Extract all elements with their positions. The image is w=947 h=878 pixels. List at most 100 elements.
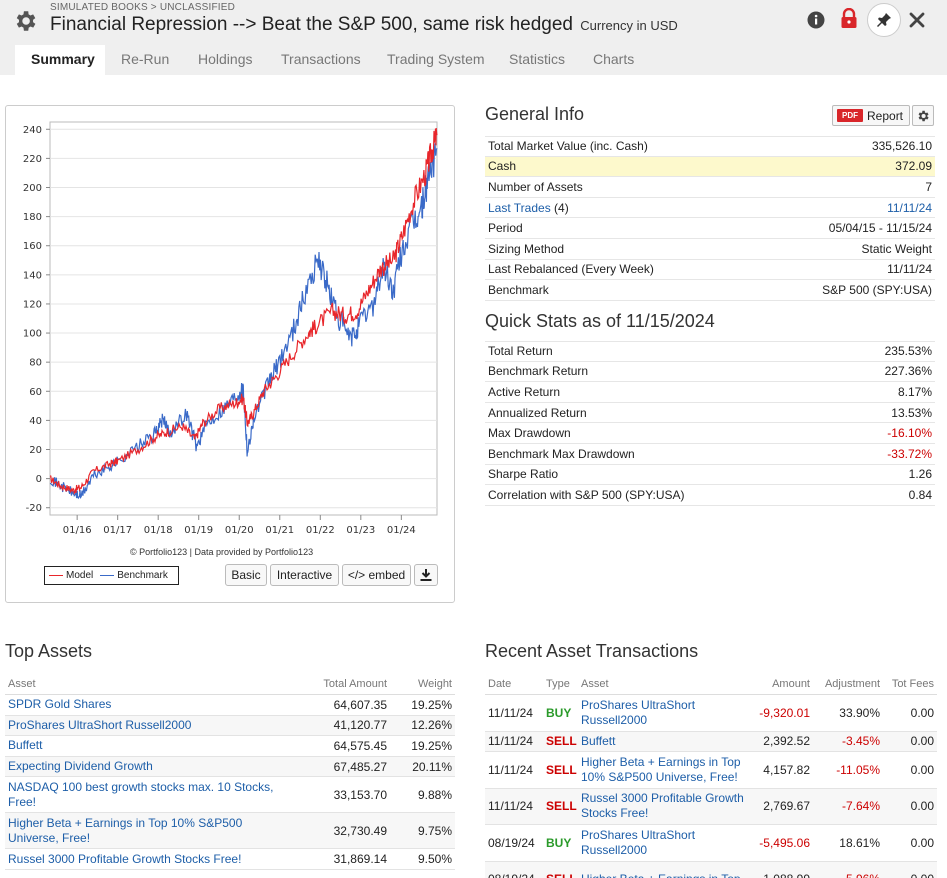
tx-asset-link[interactable]: Buffett bbox=[581, 733, 616, 748]
page-title: Financial Repression --> Beat the S&P 50… bbox=[50, 14, 678, 36]
tx-adjustment: -7.64% bbox=[841, 799, 880, 814]
stat-label: Sharpe Ratio bbox=[488, 467, 559, 482]
info-label: Cash bbox=[488, 159, 517, 174]
asset-link[interactable]: NASDAQ 100 best growth stocks max. 10 St… bbox=[8, 779, 274, 809]
asset-link[interactable]: Buffett bbox=[8, 738, 43, 753]
y-tick-label: 140 bbox=[23, 270, 42, 281]
gear-icon bbox=[918, 110, 929, 121]
y-tick-label: 160 bbox=[23, 241, 42, 252]
performance-chart[interactable]: -20 0 20 40 60 80 100 120 140 160 180 200 220 240 01/1… bbox=[5, 105, 455, 550]
info-row-period: Period 05/04/15 - 11/15/24 bbox=[485, 218, 935, 239]
tab-charts[interactable]: Charts bbox=[593, 51, 635, 67]
tx-adjustment: 18.61% bbox=[839, 835, 880, 850]
legend-model-label: Model bbox=[66, 570, 94, 581]
asset-link[interactable]: Russel 3000 Profitable Growth Stocks Fre… bbox=[8, 851, 242, 866]
stat-row-benchmark-return: Benchmark Return 227.36% bbox=[485, 362, 935, 383]
stat-label: Active Return bbox=[488, 384, 561, 399]
tx-asset-link[interactable]: ProShares UltraShort Russell2000 bbox=[581, 827, 696, 857]
col-header-tot-fees[interactable]: Tot Fees bbox=[891, 677, 934, 690]
stat-value: 235.53% bbox=[884, 344, 932, 359]
pin-button[interactable] bbox=[867, 3, 901, 37]
tx-adjustment: 33.90% bbox=[839, 705, 880, 720]
series-line-model bbox=[49, 128, 438, 496]
tx-fees: 0.00 bbox=[910, 835, 934, 850]
tx-amount: 2,392.52 bbox=[763, 734, 810, 749]
asset-link[interactable]: SPDR Gold Shares bbox=[8, 697, 112, 712]
info-label: Last Rebalanced (Every Week) bbox=[488, 262, 654, 277]
embed-chart-button[interactable]: </> embed bbox=[342, 564, 411, 586]
asset-weight: 19.25% bbox=[411, 738, 452, 753]
stat-row-benchmark-max-drawdown: Benchmark Max Drawdown -33.72% bbox=[485, 444, 935, 465]
tx-adjustment: -5.96% bbox=[813, 872, 883, 878]
settings-gear-icon[interactable] bbox=[12, 8, 38, 34]
lock-icon[interactable] bbox=[839, 8, 859, 30]
col-header-date[interactable]: Date bbox=[488, 677, 512, 690]
info-row-number-of-assets: Number of Assets 7 bbox=[485, 177, 935, 198]
tab-trading-system[interactable]: Trading System bbox=[387, 51, 485, 67]
asset-amount: 64,575.45 bbox=[333, 738, 387, 753]
tx-fees: 0.00 bbox=[910, 762, 934, 777]
tx-fees: 0.00 bbox=[910, 734, 934, 749]
basic-chart-button[interactable]: Basic bbox=[225, 564, 267, 586]
col-header-asset[interactable]: Asset bbox=[581, 677, 609, 690]
col-header-total-amount[interactable]: Total Amount bbox=[323, 677, 387, 690]
last-trades-link[interactable]: Last Trades bbox=[488, 200, 551, 215]
info-label: Period bbox=[488, 221, 523, 236]
general-info-table: Total Market Value (inc. Cash) 335,526.10… bbox=[485, 136, 935, 301]
asset-weight: 19.25% bbox=[411, 697, 452, 712]
info-row-last-trades: Last Trades (4) 11/11/24 bbox=[485, 198, 935, 219]
tab-transactions[interactable]: Transactions bbox=[281, 51, 361, 67]
info-row-sizing-method: Sizing Method Static Weight bbox=[485, 239, 935, 260]
tab-summary[interactable]: Summary bbox=[15, 45, 105, 75]
close-icon[interactable] bbox=[908, 11, 926, 29]
stat-label: Benchmark Return bbox=[488, 364, 589, 379]
info-row-cash: Cash 372.09 bbox=[485, 156, 935, 178]
quick-stats-table: Total Return 235.53% Benchmark Return 227.… bbox=[485, 341, 935, 506]
x-tick-label: 01/16 bbox=[63, 525, 92, 536]
tx-type: SELL bbox=[546, 799, 577, 814]
info-icon[interactable] bbox=[806, 8, 826, 30]
table-row: Buffett 64,575.45 19.25% bbox=[5, 736, 455, 757]
stat-value: 13.53% bbox=[891, 405, 932, 420]
info-value: Static Weight bbox=[861, 241, 932, 256]
tx-asset-link[interactable]: Higher Beta + Earnings in Top bbox=[578, 872, 748, 878]
col-header-adjustment[interactable]: Adjustment bbox=[824, 677, 880, 690]
asset-link[interactable]: Higher Beta + Earnings in Top 10% S&P500… bbox=[8, 815, 243, 845]
tx-asset-link[interactable]: Higher Beta + Earnings in Top 10% S&P500… bbox=[581, 754, 741, 784]
x-tick-label: 01/20 bbox=[225, 525, 254, 536]
quick-stats-title: Quick Stats as of 11/15/2024 bbox=[485, 311, 715, 331]
info-label: Number of Assets bbox=[488, 179, 583, 194]
col-header-type[interactable]: Type bbox=[546, 677, 570, 690]
col-header-amount[interactable]: Amount bbox=[772, 677, 810, 690]
interactive-chart-button[interactable]: Interactive bbox=[270, 564, 339, 586]
asset-weight: 9.88% bbox=[417, 787, 452, 802]
tx-type: BUY bbox=[546, 705, 572, 720]
chart-credit: © Portfolio123 | Data provided by Portfo… bbox=[130, 547, 314, 557]
tx-adjustment: -3.45% bbox=[841, 734, 880, 749]
col-header-asset[interactable]: Asset bbox=[8, 677, 36, 690]
pdf-report-button[interactable]: PDF Report bbox=[832, 105, 910, 126]
info-value: 7 bbox=[925, 179, 932, 194]
tab-re-run[interactable]: Re-Run bbox=[121, 51, 170, 67]
asset-link[interactable]: Expecting Dividend Growth bbox=[8, 759, 153, 774]
top-bar: SIMULATED BOOKS > UNCLASSIFIED Financial… bbox=[0, 0, 947, 45]
asset-link[interactable]: ProShares UltraShort Russell2000 bbox=[8, 717, 192, 732]
last-trades-date-link[interactable]: 11/11/24 bbox=[887, 200, 932, 215]
tab-holdings[interactable]: Holdings bbox=[198, 51, 253, 67]
tx-date: 08/19/24 bbox=[485, 872, 543, 878]
legend-benchmark-swatch bbox=[100, 574, 115, 577]
breadcrumb[interactable]: SIMULATED BOOKS > UNCLASSIFIED bbox=[50, 2, 236, 13]
report-settings-button[interactable] bbox=[912, 105, 934, 126]
tx-asset-link[interactable]: ProShares UltraShort Russell2000 bbox=[581, 697, 696, 727]
download-chart-button[interactable] bbox=[414, 564, 438, 586]
y-tick-label: -20 bbox=[26, 503, 42, 514]
col-header-weight[interactable]: Weight bbox=[417, 677, 452, 690]
info-row-last-rebalanced: Last Rebalanced (Every Week) 11/11/24 bbox=[485, 260, 935, 281]
tab-statistics[interactable]: Statistics bbox=[509, 51, 566, 67]
stat-value: 0.84 bbox=[908, 487, 932, 502]
table-row: 11/11/24 SELL Higher Beta + Earnings in To… bbox=[485, 752, 937, 789]
stat-row-correlation: Correlation with S&P 500 (SPY:USA) 0.84 bbox=[485, 485, 935, 506]
tx-type: BUY bbox=[546, 835, 572, 850]
tab-bar: Summary Re-Run Holdings Transactions Tra… bbox=[0, 45, 947, 75]
tx-asset-link[interactable]: Russel 3000 Profitable Growth Stocks Fre… bbox=[581, 791, 744, 821]
